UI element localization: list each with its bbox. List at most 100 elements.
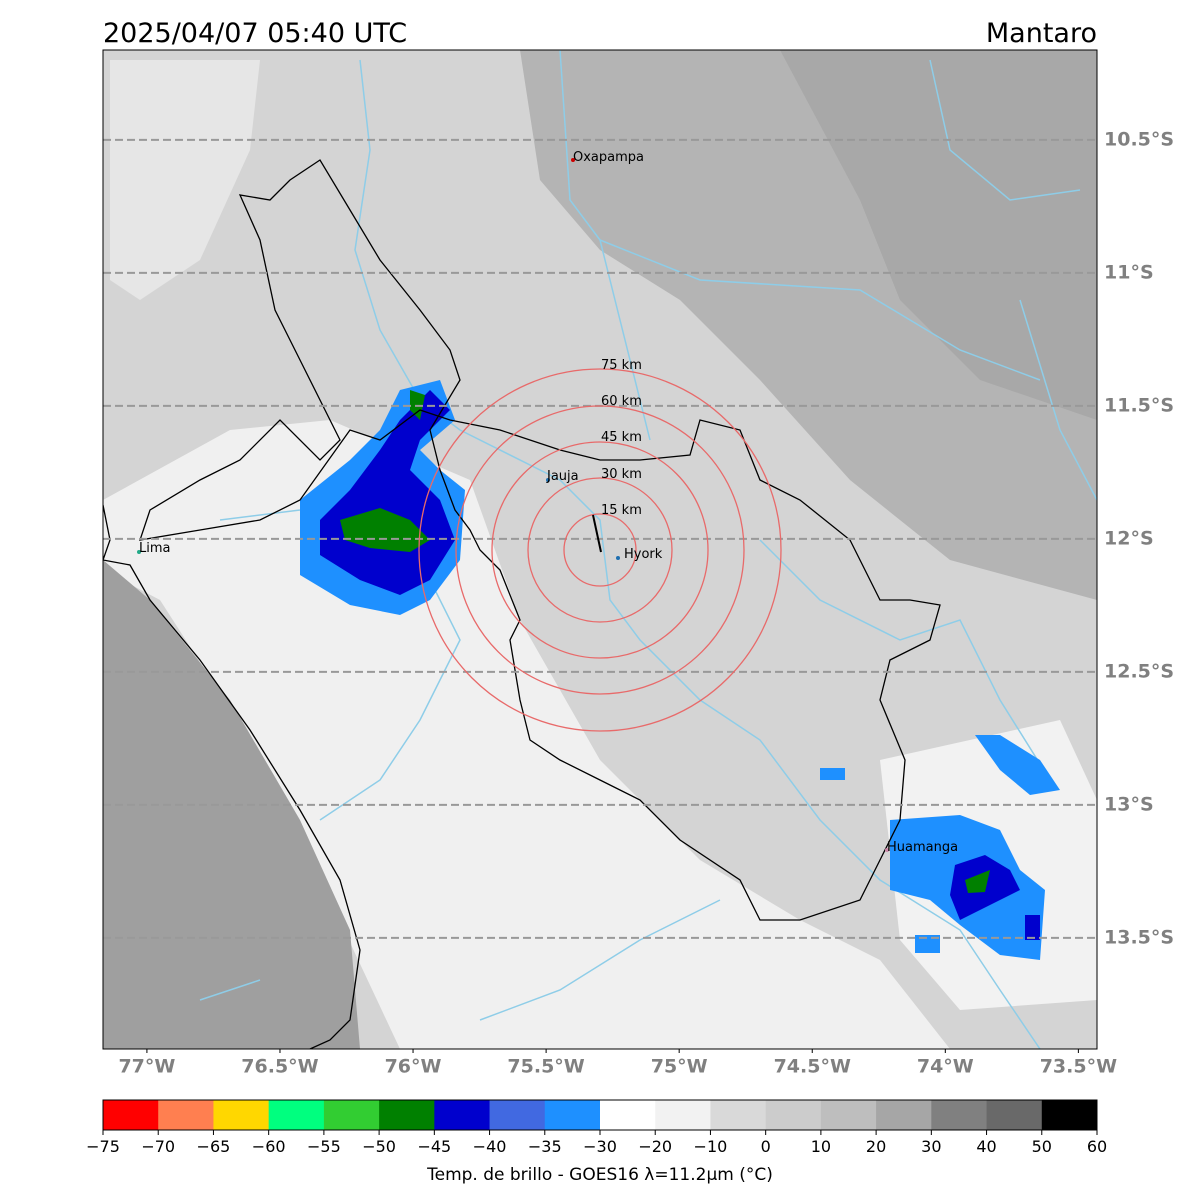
colorbar-tick-label: 30: [921, 1137, 941, 1156]
colorbar-tick-label: −10: [694, 1137, 728, 1156]
graticule: 10.5°S 11°S 11.5°S 12°S 12.5°S 13°S 13.5°S 77°W…: [103, 128, 1174, 1078]
colorbar-segment: [434, 1100, 491, 1130]
lon-label: 74.5°W: [774, 1056, 851, 1078]
colorbar-tick-label: 50: [1032, 1137, 1052, 1156]
colorbar-tick-label: −55: [307, 1137, 341, 1156]
lat-label: 10.5°S: [1104, 128, 1174, 150]
colorbar-segment: [489, 1100, 546, 1130]
map-background: [103, 504, 361, 1049]
city-dot: [571, 158, 575, 162]
colorbar-segment: [213, 1100, 270, 1130]
colorbar-tick-label: −30: [583, 1137, 617, 1156]
colorbar-tick-label: −75: [86, 1137, 120, 1156]
colorbar-tick-label: 60: [1087, 1137, 1107, 1156]
colorbar-tick-label: −45: [417, 1137, 451, 1156]
colorbar-segment: [765, 1100, 822, 1130]
lat-label: 13°S: [1104, 793, 1154, 815]
colorbar-tick-label: 20: [866, 1137, 886, 1156]
city-dot: [885, 848, 889, 852]
lat-label: 11°S: [1104, 261, 1154, 283]
colorbar-segment: [1041, 1100, 1098, 1130]
colorbar-segment: [710, 1100, 767, 1130]
colorbar-segment: [379, 1100, 435, 1130]
map-background: [199, 899, 721, 1021]
colorbar-segment: [655, 1100, 711, 1130]
ring-label: 30 km: [601, 467, 642, 482]
map-background: [1025, 915, 1040, 940]
lat-label: 11.5°S: [1104, 394, 1174, 416]
range-rings: [455, 405, 745, 695]
range-rings: [418, 368, 782, 732]
lat-label: 12°S: [1104, 527, 1154, 549]
lon-label: 76.5°W: [241, 1056, 318, 1078]
lon-label: 77°W: [118, 1056, 175, 1078]
map-background: [975, 735, 1060, 795]
city-dot: [546, 478, 550, 482]
lon-label: 73.5°W: [1040, 1056, 1117, 1078]
colorbar-tick-label: −65: [197, 1137, 231, 1156]
map-background: [599, 239, 1041, 381]
range-rings: [527, 477, 673, 623]
colorbar-segment: [268, 1100, 325, 1130]
city-label: Oxapampa: [573, 150, 644, 165]
ring-label: 75 km: [601, 358, 642, 373]
radar-beam: [592, 514, 602, 553]
city-label: Hyork: [624, 547, 663, 562]
colorbar-tick-label: −40: [473, 1137, 507, 1156]
map-background: [780, 50, 1097, 420]
map-background: [915, 935, 940, 953]
range-rings: [491, 441, 709, 659]
ring-label: 45 km: [601, 430, 642, 445]
ring-label: 15 km: [601, 503, 642, 518]
colorbar: −75 −70 −65 −60 −55 −50 −45 −40 −35 −30 −20 −10 0 10 2…: [86, 1099, 1107, 1156]
range-rings: [418, 368, 782, 732]
city-label: Lima: [139, 541, 170, 556]
colorbar-segment: [158, 1100, 214, 1130]
map-background: [820, 768, 845, 780]
map-background: [340, 508, 430, 552]
colorbar-segment: [544, 1100, 601, 1130]
colorbar-segment: [820, 1100, 877, 1130]
map-background: [110, 60, 260, 300]
colorbar-tick-label: 0: [761, 1137, 771, 1156]
map-background: [103, 560, 360, 1049]
colorbar-segment: [323, 1100, 380, 1130]
city-dot: [616, 556, 620, 560]
colorbar-tick-label: −50: [362, 1137, 396, 1156]
lon-label: 74°W: [917, 1056, 974, 1078]
colorbar-tick-label: −35: [528, 1137, 562, 1156]
map-background: [759, 539, 1051, 781]
lon-label: 75.5°W: [507, 1056, 584, 1078]
colorbar-segment: [103, 1100, 159, 1130]
range-rings: [563, 513, 637, 587]
region: Mantaro: [986, 18, 1097, 49]
colorbar-tick-label: −20: [638, 1137, 672, 1156]
ring-label: 60 km: [601, 394, 642, 409]
colorbar-segment: [931, 1100, 988, 1130]
lon-label: 75°W: [651, 1056, 708, 1078]
colorbar-segment: [876, 1100, 932, 1130]
city-label: Huamanga: [887, 840, 958, 855]
lat-label: 12.5°S: [1104, 660, 1174, 682]
title: 2025/04/07 05:40 UTC: [103, 18, 407, 49]
city-label: Jauja: [546, 469, 579, 484]
map-background: [965, 870, 990, 893]
colorbar-tick-label: −70: [141, 1137, 175, 1156]
map-background: [354, 59, 1041, 1049]
colorbar-segment: [986, 1100, 1043, 1130]
colorbar-label: Temp. de brillo - GOES16 λ=11.2μm (°C): [426, 1165, 773, 1185]
lat-label: 13.5°S: [1104, 926, 1174, 948]
map-background: [199, 50, 1097, 1049]
colorbar-tick-label: −60: [252, 1137, 286, 1156]
map-background: [139, 159, 941, 921]
colorbar-tick-label: 40: [976, 1137, 996, 1156]
lon-label: 76°W: [385, 1056, 442, 1078]
map-background: [103, 50, 1097, 1049]
colorbar-tick-label: 10: [811, 1137, 831, 1156]
map-frame: [102, 49, 1098, 1050]
colorbar-segment: [600, 1100, 656, 1130]
city-dot: [137, 550, 141, 554]
map-background: [929, 59, 1097, 501]
